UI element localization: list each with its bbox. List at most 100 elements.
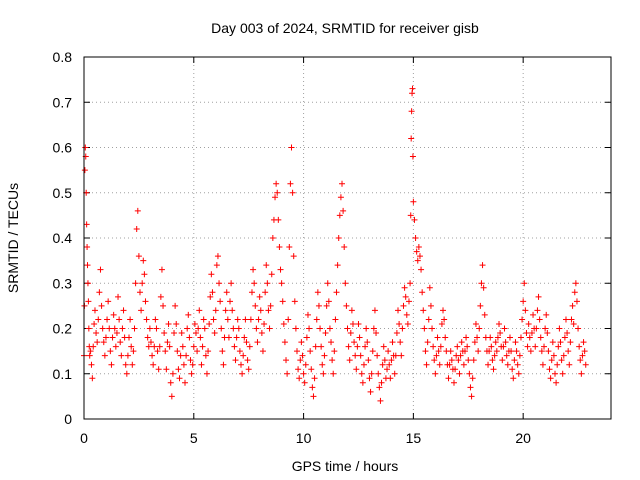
data-point [535,293,542,300]
data-point [95,316,102,323]
data-point [371,307,378,314]
data-point [346,357,353,364]
data-point [195,325,202,332]
data-point [393,330,400,337]
data-point [576,343,583,350]
data-point [463,334,470,341]
data-point [291,298,298,305]
data-point [534,307,541,314]
data-point [358,370,365,377]
data-point [267,302,274,309]
data-point [542,325,549,332]
data-point [168,393,175,400]
data-point [420,307,427,314]
data-point [187,357,194,364]
data-point [474,334,481,341]
data-point [425,316,432,323]
data-point [414,257,421,264]
data-point [486,348,493,355]
data-point [303,334,310,341]
data-point [548,357,555,364]
data-point [553,379,560,386]
data-point [285,316,292,323]
data-point [502,339,509,346]
data-point [252,302,259,309]
data-point [375,370,382,377]
data-point [323,302,330,309]
data-point [469,375,476,382]
data-point [321,352,328,359]
data-point [202,352,209,359]
data-point [433,352,440,359]
data-point [365,357,372,364]
data-point [363,325,370,332]
data-point [165,320,172,327]
data-point [421,325,428,332]
data-point [320,370,327,377]
data-point [225,334,232,341]
data-point [279,298,286,305]
data-point [213,262,220,269]
data-point [118,352,125,359]
data-point [178,330,185,337]
data-point [163,366,170,373]
y-tick-label: 0.5 [53,185,73,201]
data-point [344,325,351,332]
data-point [539,361,546,368]
data-point [207,293,214,300]
data-point [203,370,210,377]
data-point [297,357,304,364]
data-point [217,298,224,305]
data-point [573,298,580,305]
data-point [399,325,406,332]
data-point [407,280,414,287]
data-point [408,108,415,115]
data-point [419,289,426,296]
data-point [198,361,205,368]
data-point [304,311,311,318]
data-point [521,280,528,287]
data-point [142,298,149,305]
data-point [400,302,407,309]
data-point [501,325,508,332]
data-point [251,280,258,287]
x-tick-label: 0 [80,430,88,446]
chart-title: Day 003 of 2024, SRMTID for receiver gis… [211,20,479,36]
data-point [286,244,293,251]
data-point [558,357,565,364]
data-point [161,330,168,337]
data-point [280,320,287,327]
data-point [347,330,354,337]
data-point [403,311,410,318]
data-point [315,302,322,309]
y-tick-label: 0.1 [53,366,73,382]
data-point [113,330,120,337]
data-point [289,189,296,196]
data-point [115,293,122,300]
data-point [160,302,167,309]
data-point [99,325,106,332]
data-point [522,307,529,314]
data-point [447,348,454,355]
data-point [254,339,261,346]
data-point [369,348,376,355]
data-point [301,379,308,386]
data-point [360,361,367,368]
data-point [470,357,477,364]
data-point [568,316,575,323]
data-point [318,343,325,350]
data-point [134,207,141,214]
data-point [352,352,359,359]
data-point [156,343,163,350]
data-point [402,293,409,300]
data-point [208,271,215,278]
data-point [339,180,346,187]
data-point [167,379,174,386]
data-point [547,375,554,382]
data-point [325,298,332,305]
data-point [223,289,230,296]
data-point [408,135,415,142]
data-point [541,343,548,350]
data-point [273,180,280,187]
data-point [437,343,444,350]
